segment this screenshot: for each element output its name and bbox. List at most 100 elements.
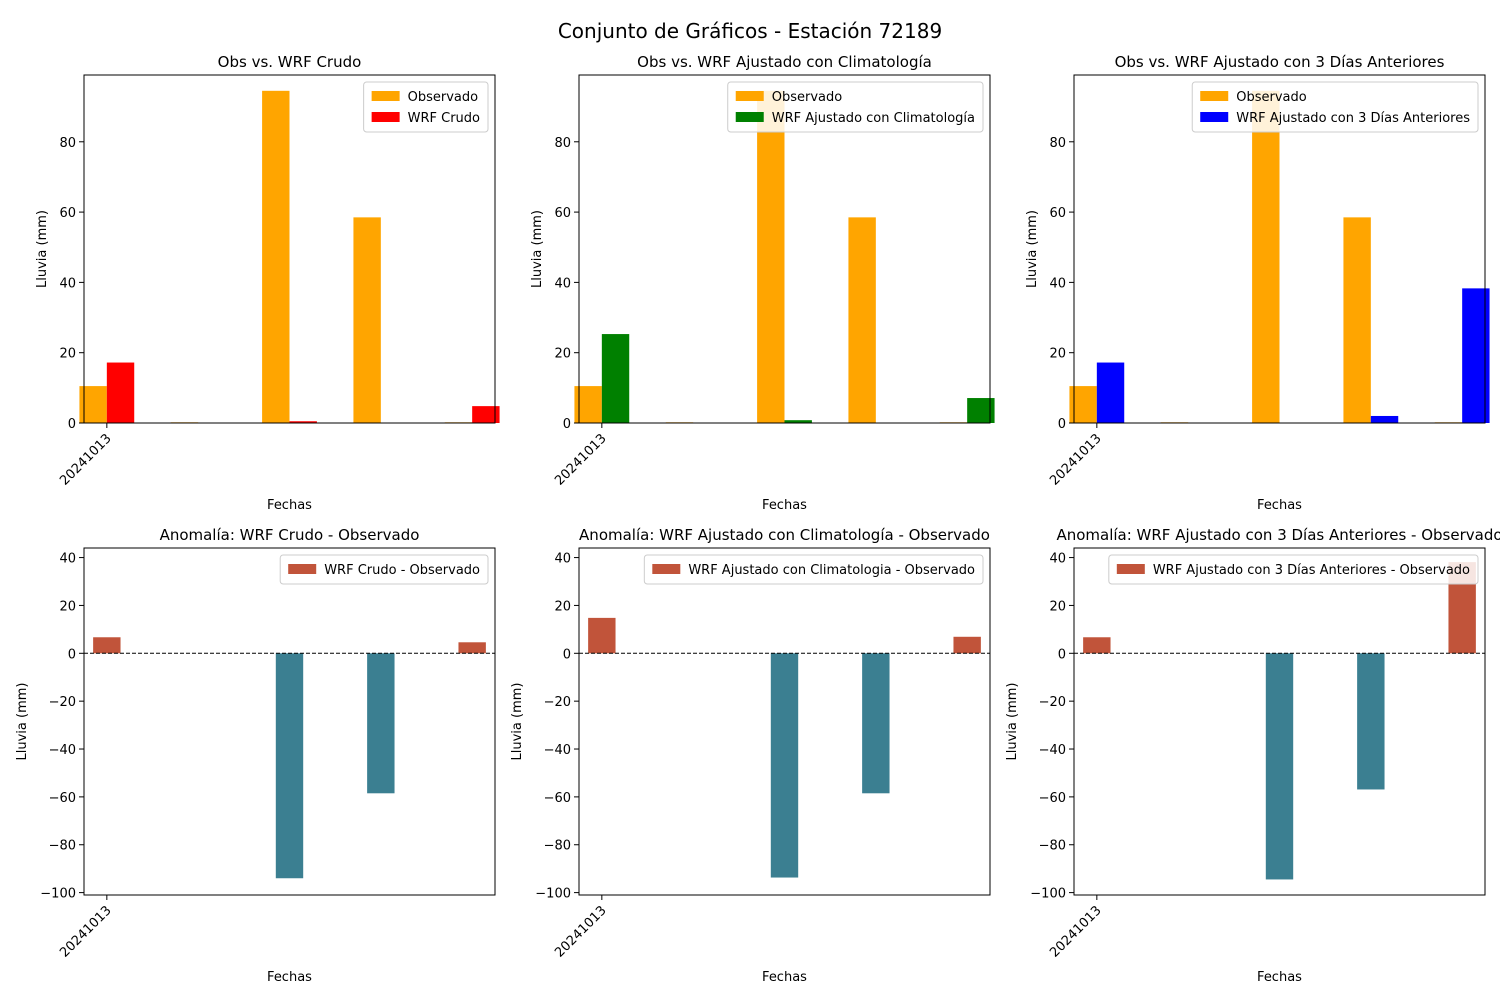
figure-title: Conjunto de Gráficos - Estación 72189 [558,19,942,43]
chart-1: 0 20 40 60 80 20241013 Obs vs. WRF Crudo Fechas… [35,53,500,513]
legend-box [643,554,984,585]
y-tick-label: 0 [563,647,571,662]
bar-observado-3 [848,217,876,423]
x-tick-label: 20241013 [57,903,114,960]
y-tick-label: 80 [59,136,76,151]
bar-wrf-4 [472,406,500,423]
y-tick-label: 0 [68,647,76,662]
y-tick-label: −80 [544,839,571,854]
legend-label: WRF Ajustado con 3 Días Anteriores [1236,111,1470,126]
y-tick-label: 20 [1049,347,1066,362]
y-tick-label: 20 [59,347,76,362]
bar-wrf-2 [784,420,812,423]
legend-box [1108,554,1479,585]
legend: Observado WRF Crudo [363,81,489,133]
bar-observado-2 [1252,90,1280,424]
x-tick-label: 20241013 [1047,903,1104,960]
anomaly-bar-3 [862,653,890,794]
x-tick-label: 20241013 [552,431,609,488]
y-axis-label: Lluvia (mm) [1005,683,1020,761]
y-tick-label: −20 [544,695,571,710]
y-tick-label: 20 [1049,599,1066,614]
y-tick-label: −20 [49,695,76,710]
legend-label: WRF Ajustado con Climatología [772,111,975,126]
anomaly-bar-3 [367,653,395,794]
legend-label: Observado [1236,90,1307,105]
legend: WRF Ajustado con 3 Días Anteriores - Obs… [1108,554,1479,585]
anomaly-bar-3 [1357,653,1385,790]
y-tick-label: −40 [1039,743,1066,758]
y-tick-label: 80 [1049,136,1066,151]
chart-title: Obs vs. WRF Ajustado con Climatología [637,53,932,71]
legend-swatch [1116,564,1145,574]
bar-wrf-3 [1370,415,1399,423]
legend: WRF Crudo - Observado [279,554,489,585]
legend-box [279,554,489,585]
legend: WRF Ajustado con Climatologia - Observad… [643,554,984,585]
legend-swatch [735,91,764,101]
anomaly-bar-2 [770,653,799,878]
legend-box [1191,81,1479,133]
y-tick-label: 0 [1058,417,1066,432]
chart-6: −100 −80 −60 −40 −20 0 20 40 20241013 Anomalía: W… [1005,526,1500,985]
x-axis-label: Fechas [267,970,312,985]
bar-observado-2 [757,90,785,424]
y-tick-label: 0 [1058,647,1066,662]
y-axis-label: Lluvia (mm) [35,210,50,288]
y-tick-label: −100 [1030,887,1066,902]
x-axis-label: Fechas [1257,498,1302,513]
y-tick-label: −60 [1039,791,1066,806]
y-tick-label: 40 [1049,552,1066,567]
bar-wrf-0 [106,362,135,423]
chart-title: Obs vs. WRF Ajustado con 3 Días Anterior… [1115,53,1445,71]
legend-swatch [652,564,681,574]
y-tick-label: −20 [1039,695,1066,710]
x-axis-label: Fechas [1257,970,1302,985]
x-axis-label: Fechas [762,970,807,985]
chart-title: Obs vs. WRF Crudo [218,53,362,71]
legend-swatch [371,112,400,122]
legend-label: WRF Ajustado con 3 Días Anteriores - Obs… [1153,563,1470,578]
anomaly-bar-4 [458,642,486,654]
y-tick-label: 40 [59,552,76,567]
bar-wrf-2 [289,421,317,423]
legend-swatch [371,91,400,101]
axes-frame [578,74,991,424]
legend-label: WRF Ajustado con Climatologia - Observad… [688,563,975,578]
bar-observado-3 [1343,217,1371,423]
chart-title: Anomalía: WRF Ajustado con Climatología … [579,526,990,544]
y-axis-label: Lluvia (mm) [15,683,30,761]
legend-swatch [735,112,764,122]
y-axis-label: Lluvia (mm) [1025,210,1040,288]
anomaly-bar-4 [953,636,981,654]
chart-4: −100 −80 −60 −40 −20 0 20 40 20241013 Anomalía: W… [15,526,496,985]
legend-swatch [1200,112,1229,122]
legend: Observado WRF Ajustado con Climatología [727,81,984,133]
x-axis-label: Fechas [762,498,807,513]
x-tick-label: 20241013 [57,431,114,488]
x-tick-label: 20241013 [552,903,609,960]
y-tick-label: 60 [59,206,76,221]
axes-frame [1073,74,1486,424]
chart-5: −100 −80 −60 −40 −20 0 20 40 20241013 Anomalía: W… [510,526,991,985]
y-tick-label: 20 [59,599,76,614]
y-tick-label: −40 [544,743,571,758]
bar-wrf-0 [601,334,630,423]
legend-swatch [1200,91,1229,101]
y-tick-label: 80 [554,136,571,151]
bar-observado-2 [262,90,290,424]
y-tick-label: 20 [554,347,571,362]
bar-observado-3 [353,217,381,423]
chart-3: 0 20 40 60 80 20241013 Obs vs. WRF Ajustado co… [1025,53,1490,513]
axes-frame [1073,547,1486,896]
y-tick-label: −80 [49,839,76,854]
bar-wrf-0 [1096,362,1125,423]
y-tick-label: 20 [554,599,571,614]
x-axis-label: Fechas [267,498,312,513]
anomaly-bar-2 [1265,653,1294,880]
axes-frame [83,74,496,424]
legend-label: Observado [772,90,843,105]
chart-2: 0 20 40 60 80 20241013 Obs vs. WRF Ajustado co… [530,53,995,513]
y-tick-label: 40 [1049,276,1066,291]
